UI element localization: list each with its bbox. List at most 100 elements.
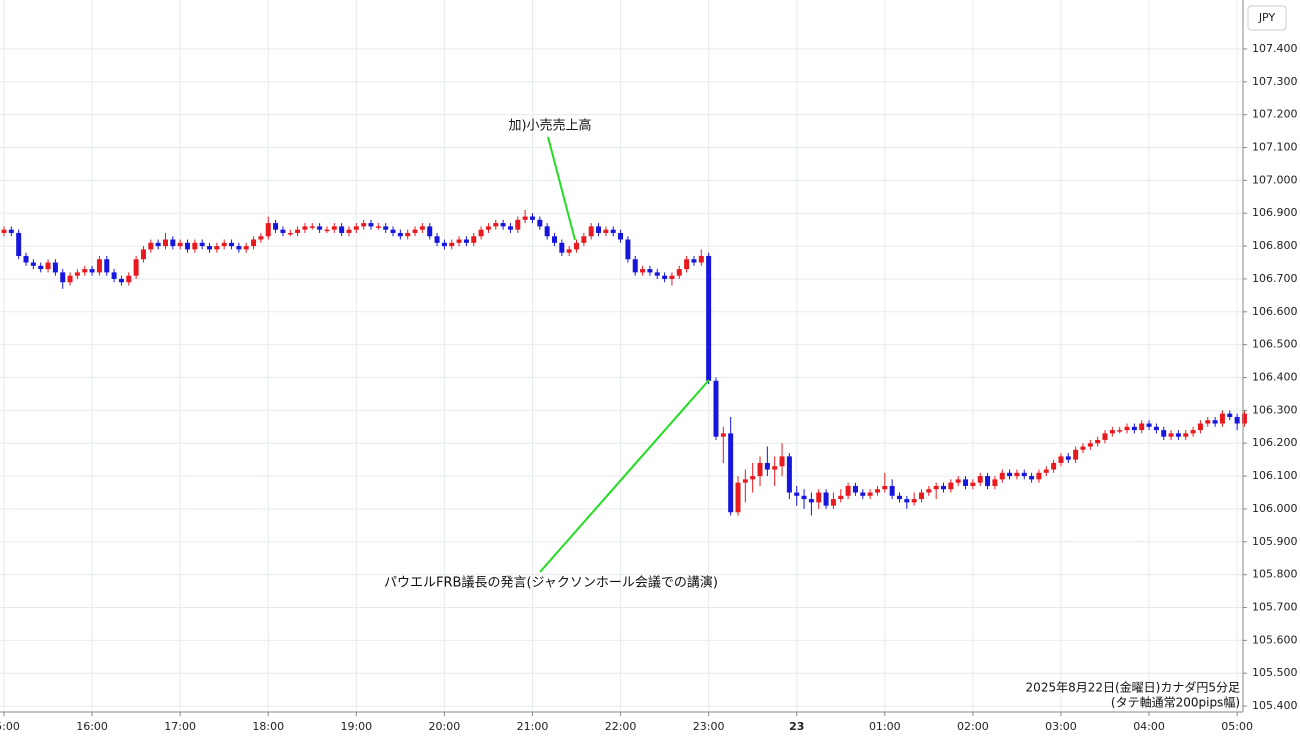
y-tick-label: 105.500 xyxy=(1252,666,1298,679)
candle-body xyxy=(1117,430,1123,432)
candle-body xyxy=(280,229,286,233)
candle-body xyxy=(1087,443,1093,447)
candle-body xyxy=(933,485,939,490)
candle-body xyxy=(104,259,110,273)
y-tick-label: 107.200 xyxy=(1252,108,1298,121)
candle-body xyxy=(500,223,506,227)
candle-body xyxy=(89,269,95,273)
candle-body xyxy=(1021,472,1027,477)
candle-body xyxy=(963,479,969,486)
candle-body xyxy=(118,278,124,283)
candle-body xyxy=(265,223,271,237)
x-tick-label: 17:00 xyxy=(164,720,196,733)
x-tick-label: 05:00 xyxy=(1221,720,1253,733)
candle-body xyxy=(985,476,991,486)
candle-body xyxy=(999,472,1005,480)
y-tick-label: 107.400 xyxy=(1252,42,1298,55)
candle-body xyxy=(720,433,726,437)
candle-body xyxy=(970,482,976,486)
candle-body xyxy=(419,226,425,230)
candle-body xyxy=(199,242,205,247)
x-tick-label: 18:00 xyxy=(252,720,284,733)
candle-body xyxy=(361,223,367,227)
candle-body xyxy=(309,226,315,228)
y-tick-label: 105.800 xyxy=(1252,568,1298,581)
candle-body xyxy=(331,226,337,230)
candle-body xyxy=(96,259,102,273)
y-tick-label: 107.000 xyxy=(1252,173,1298,186)
candle-body xyxy=(287,232,293,235)
candle-body xyxy=(1190,430,1196,434)
candle-body xyxy=(764,462,770,470)
candle-body xyxy=(1153,426,1159,431)
candle-body xyxy=(691,259,697,263)
candle-body xyxy=(295,229,301,233)
x-tick-label: 19:00 xyxy=(340,720,372,733)
candle-body xyxy=(874,489,880,493)
candle-body xyxy=(838,495,844,500)
candle-body xyxy=(1058,456,1064,463)
candle-body xyxy=(882,485,888,490)
y-tick-label: 106.300 xyxy=(1252,403,1298,416)
candle-body xyxy=(662,275,668,279)
candle-body xyxy=(684,259,690,270)
candle-body xyxy=(574,242,580,250)
footnote: (タテ軸通常200pips幅) xyxy=(1111,695,1240,710)
candle-body xyxy=(192,242,198,250)
candle-body xyxy=(140,249,146,260)
y-tick-label: 106.000 xyxy=(1252,502,1298,515)
candle-body xyxy=(640,269,646,273)
candle-body xyxy=(1124,426,1130,431)
candle-body xyxy=(251,239,257,247)
y-tick-label: 106.600 xyxy=(1252,305,1298,318)
candle-body xyxy=(588,226,594,237)
candle-body xyxy=(52,262,58,273)
candle-body xyxy=(177,242,183,247)
candle-body xyxy=(786,456,792,493)
candle-body xyxy=(493,223,499,227)
candle-body xyxy=(427,226,433,237)
candle-body xyxy=(1161,430,1167,437)
candle-body xyxy=(302,226,308,230)
y-tick-label: 105.900 xyxy=(1252,535,1298,548)
candle-body xyxy=(471,236,477,243)
candle-body xyxy=(515,219,521,230)
currency-box xyxy=(1247,5,1287,31)
candle-body xyxy=(1241,413,1247,424)
candle-body xyxy=(111,272,117,279)
x-tick-label: 16:00 xyxy=(76,720,108,733)
y-tick-label: 107.300 xyxy=(1252,75,1298,88)
candle-body xyxy=(566,249,572,253)
candle-body xyxy=(38,265,44,270)
y-tick-label: 106.700 xyxy=(1252,272,1298,285)
candle-body xyxy=(728,433,734,513)
candle-body xyxy=(1227,413,1233,417)
candle-body xyxy=(221,242,227,247)
candle-body xyxy=(133,259,139,276)
candle-body xyxy=(441,242,447,247)
candle-body xyxy=(405,232,411,237)
candle-body xyxy=(339,226,345,233)
candle-body xyxy=(757,462,763,477)
x-tick-label: 04:00 xyxy=(1133,720,1165,733)
candle-body xyxy=(713,380,719,437)
candle-body xyxy=(243,246,249,250)
candle-body xyxy=(845,485,851,496)
candle-body xyxy=(368,223,374,227)
y-tick-label: 106.200 xyxy=(1252,436,1298,449)
candle-body xyxy=(346,229,352,233)
candle-body xyxy=(82,269,88,273)
candle-body xyxy=(779,456,785,467)
candle-body xyxy=(955,479,961,483)
candle-body xyxy=(632,259,638,273)
candle-body xyxy=(478,229,484,237)
candle-body xyxy=(162,239,168,247)
candle-body xyxy=(698,255,704,263)
candle-body xyxy=(23,255,29,263)
candle-body xyxy=(904,499,910,503)
candle-body xyxy=(1014,472,1020,477)
candle-body xyxy=(456,239,462,243)
candle-body xyxy=(30,262,36,266)
